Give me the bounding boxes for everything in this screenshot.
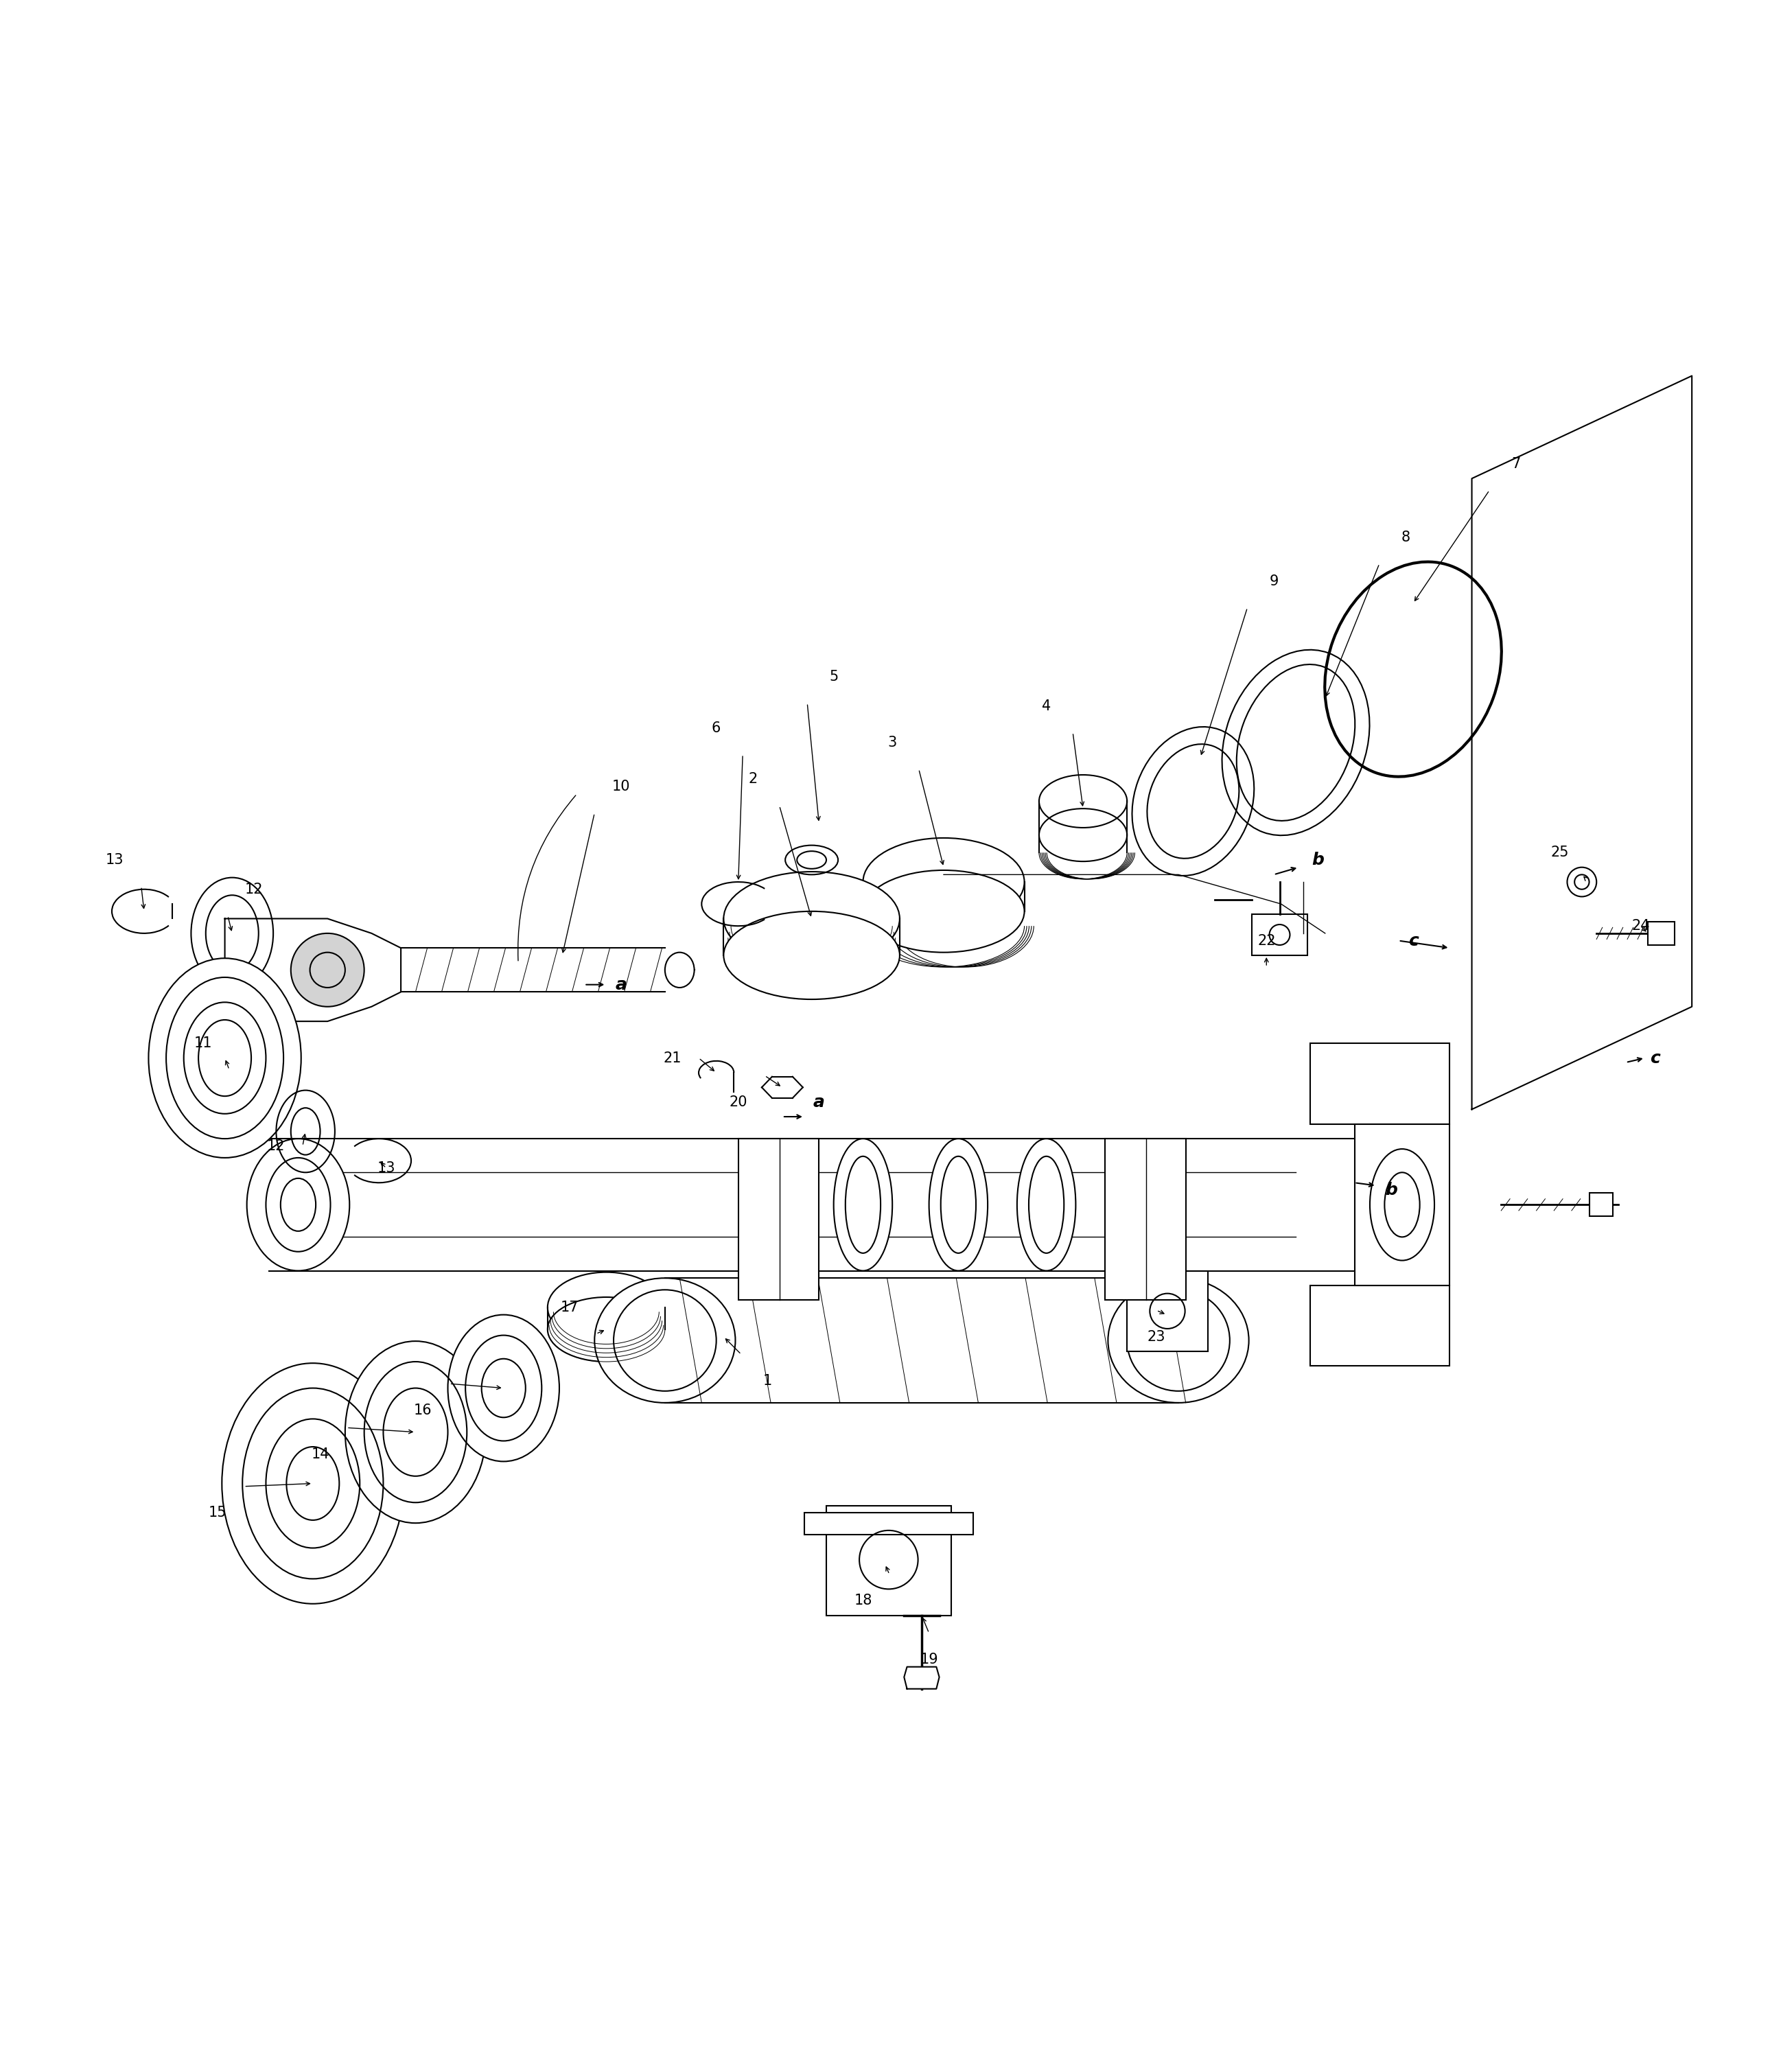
- Ellipse shape: [1370, 1150, 1434, 1260]
- Text: 8: 8: [1402, 530, 1411, 545]
- Text: a: a: [616, 976, 627, 992]
- Ellipse shape: [595, 1278, 735, 1403]
- Text: 16: 16: [414, 1403, 432, 1417]
- Ellipse shape: [666, 953, 694, 988]
- Text: 12: 12: [244, 883, 264, 897]
- Text: c: c: [1650, 1051, 1660, 1067]
- Text: 3: 3: [889, 736, 897, 750]
- Text: 2: 2: [749, 773, 758, 785]
- Ellipse shape: [864, 870, 1025, 953]
- Text: 12: 12: [267, 1140, 285, 1152]
- Ellipse shape: [547, 1297, 666, 1361]
- Text: 21: 21: [664, 1051, 681, 1065]
- Polygon shape: [225, 918, 400, 1021]
- Text: 5: 5: [828, 669, 839, 684]
- Text: 10: 10: [612, 779, 630, 794]
- Text: 15: 15: [209, 1506, 227, 1519]
- Text: 17: 17: [561, 1301, 579, 1314]
- Ellipse shape: [864, 837, 1025, 926]
- Bar: [804, 1513, 974, 1535]
- Text: a: a: [812, 1094, 825, 1111]
- Text: 6: 6: [712, 721, 720, 736]
- Text: 4: 4: [1043, 698, 1051, 713]
- Ellipse shape: [834, 1140, 892, 1270]
- Text: 18: 18: [853, 1593, 873, 1608]
- Text: 1: 1: [763, 1374, 772, 1388]
- Ellipse shape: [724, 872, 899, 966]
- Text: 7: 7: [1512, 458, 1520, 470]
- Bar: [827, 1506, 950, 1616]
- Text: 11: 11: [193, 1036, 212, 1051]
- Ellipse shape: [290, 932, 365, 1007]
- Text: 14: 14: [312, 1446, 329, 1461]
- Bar: [738, 1140, 820, 1299]
- Ellipse shape: [246, 1140, 349, 1270]
- Ellipse shape: [724, 912, 899, 999]
- Text: 13: 13: [106, 854, 124, 866]
- Polygon shape: [904, 1666, 940, 1689]
- Ellipse shape: [547, 1272, 666, 1343]
- Bar: [1310, 1044, 1450, 1123]
- Bar: [1104, 1140, 1186, 1299]
- Polygon shape: [1473, 375, 1692, 1109]
- Text: 22: 22: [1257, 934, 1276, 947]
- Text: 25: 25: [1551, 845, 1568, 860]
- Ellipse shape: [221, 1363, 404, 1604]
- Bar: [1648, 922, 1674, 945]
- Bar: [1310, 1285, 1450, 1365]
- Text: b: b: [1312, 852, 1324, 868]
- Ellipse shape: [1108, 1278, 1250, 1403]
- Text: 9: 9: [1269, 574, 1278, 588]
- Text: 19: 19: [920, 1653, 938, 1666]
- Text: 24: 24: [1632, 920, 1650, 932]
- Bar: [1589, 1193, 1612, 1216]
- Ellipse shape: [1018, 1140, 1076, 1270]
- Bar: [1251, 914, 1308, 955]
- Ellipse shape: [149, 957, 301, 1158]
- Text: 23: 23: [1147, 1330, 1165, 1343]
- Text: c: c: [1409, 932, 1418, 949]
- Ellipse shape: [929, 1140, 988, 1270]
- Ellipse shape: [448, 1316, 559, 1461]
- Text: 20: 20: [729, 1096, 747, 1109]
- Bar: [1354, 1123, 1450, 1285]
- Ellipse shape: [345, 1341, 487, 1523]
- Text: b: b: [1384, 1181, 1397, 1198]
- Text: 13: 13: [377, 1160, 395, 1175]
- Bar: [1127, 1270, 1207, 1351]
